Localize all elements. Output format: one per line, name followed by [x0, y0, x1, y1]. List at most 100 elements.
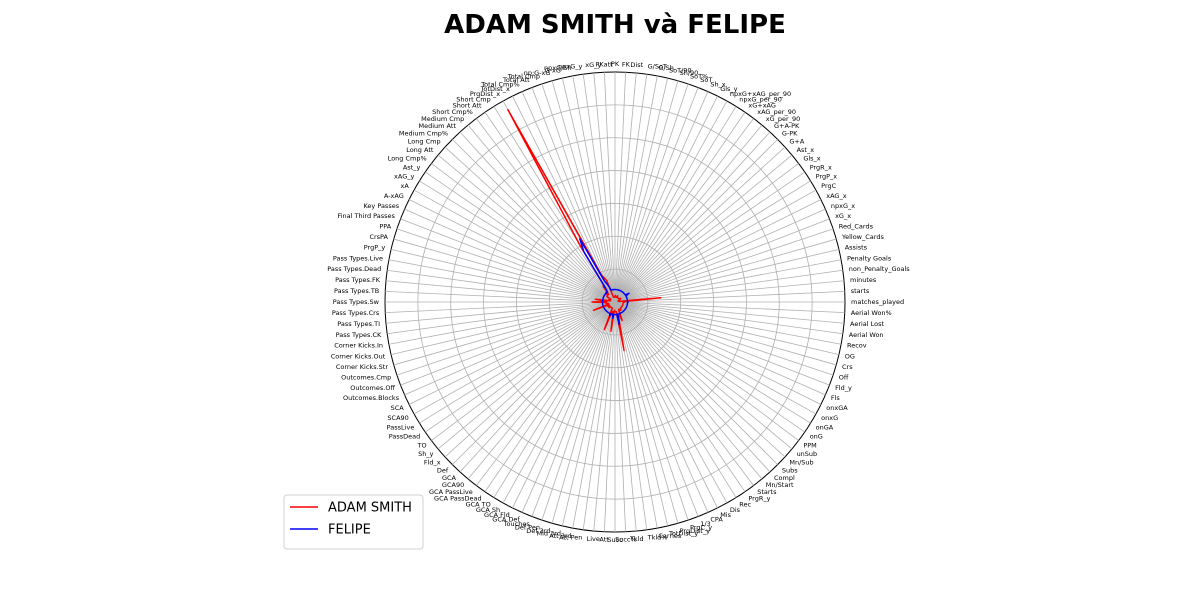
spoke — [614, 74, 648, 303]
category-label: Outcomes.Blocks — [343, 394, 400, 402]
spoke — [484, 301, 616, 492]
spoke — [614, 301, 830, 386]
category-label: xAG_per_90 — [757, 108, 796, 116]
category-label: Sh_x — [710, 80, 725, 88]
series-line — [579, 238, 630, 326]
spoke — [385, 301, 616, 314]
category-label: Def Pen — [515, 524, 540, 532]
spoke — [467, 124, 616, 303]
spoke — [614, 269, 843, 303]
spoke — [521, 91, 616, 303]
spoke — [614, 78, 669, 303]
category-label: Long Cmp% — [388, 155, 427, 163]
category-label: Pass Types.TI — [337, 320, 380, 328]
category-label: Total Cmp — [507, 72, 540, 80]
category-label: Long Cmp — [408, 138, 441, 146]
spoke — [614, 171, 805, 303]
spoke — [476, 118, 616, 303]
spoke — [614, 301, 811, 424]
series — [507, 108, 662, 352]
spoke — [614, 301, 627, 532]
category-label: npxG_per_90 — [739, 96, 782, 104]
legend-box — [283, 494, 424, 550]
category-label: minutes — [850, 276, 877, 284]
spoke — [614, 301, 799, 441]
category-label: Medium Cmp — [421, 115, 464, 123]
spoke — [614, 301, 679, 524]
category-label: G/Sh — [658, 64, 673, 72]
spoke — [614, 301, 822, 405]
category-label: PrgR_x — [810, 163, 832, 171]
spoke — [444, 146, 616, 303]
category-label: starts — [851, 287, 870, 295]
spoke — [614, 189, 817, 303]
spoke — [582, 301, 616, 530]
category-label: Key Passes — [363, 202, 399, 210]
spoke — [431, 163, 616, 303]
category-label: Corner Kicks.Str — [336, 363, 388, 371]
series-line — [507, 108, 662, 352]
category-label: PrgDist_y — [680, 527, 710, 535]
category-label: Yellow_Cards — [841, 233, 884, 241]
spoke — [614, 118, 754, 303]
category-label: Recov — [847, 342, 867, 350]
spoke — [541, 83, 616, 303]
category-label: SCA — [391, 404, 405, 412]
category-label: PK — [611, 60, 620, 68]
category-label: xG_x — [835, 212, 851, 220]
category-label: Dis — [730, 506, 741, 514]
category-label: SoT/90 — [669, 66, 692, 74]
category-label: PPA — [379, 222, 391, 230]
legend-label: ADAM SMITH — [328, 501, 412, 516]
category-label: PrgP_x — [816, 173, 838, 181]
spoke — [614, 301, 648, 530]
spoke — [551, 301, 616, 524]
spoke — [614, 238, 837, 303]
category-label: Sh_y — [418, 450, 433, 458]
spoke — [431, 301, 616, 441]
category-label: A-xAG — [384, 192, 404, 200]
category-label: onxG — [821, 414, 838, 422]
spoke — [614, 301, 718, 509]
spoke — [614, 259, 842, 303]
spoke — [614, 146, 786, 303]
spoke — [614, 301, 786, 458]
category-label: GCA PassLive — [429, 488, 473, 496]
category-label: Subs — [782, 466, 798, 474]
category-label: G/SoT — [648, 62, 667, 70]
spoke — [614, 301, 805, 433]
category-label: Ast_y — [403, 163, 421, 171]
spoke — [541, 301, 616, 521]
spoke — [396, 301, 616, 376]
category-label: Corner Kicks.In — [334, 342, 383, 350]
category-label: unSub — [797, 450, 818, 458]
spoke — [387, 301, 616, 335]
category-label: Att 3rd — [549, 532, 571, 540]
category-label: Gls_y — [720, 85, 737, 93]
spoke — [614, 301, 834, 376]
category-label: CPA — [710, 516, 723, 524]
category-label: Aerial Won% — [851, 309, 892, 317]
spoke — [531, 301, 616, 517]
spoke — [408, 301, 616, 405]
spoke — [603, 72, 616, 303]
category-label: TotDist_x — [480, 85, 510, 93]
spoke — [614, 112, 746, 303]
spoke — [614, 301, 826, 396]
category-label: Aerial Lost — [850, 320, 885, 328]
spoke — [572, 301, 616, 529]
spoke — [388, 301, 616, 345]
spoke — [391, 248, 616, 303]
spoke — [614, 301, 699, 517]
category-label: Crs — [842, 363, 853, 371]
category-label: PrgC_y — [690, 524, 712, 532]
spoke — [614, 301, 746, 492]
spoke — [459, 301, 616, 473]
category-label: Fls — [831, 394, 841, 402]
spoke — [614, 301, 728, 504]
spoke — [452, 139, 616, 303]
category-label: matches_played — [851, 298, 904, 306]
category-label: Penalty Goals — [847, 254, 892, 262]
category-label: SCA90 — [387, 414, 408, 422]
category-label: GCA Sh — [476, 506, 500, 514]
